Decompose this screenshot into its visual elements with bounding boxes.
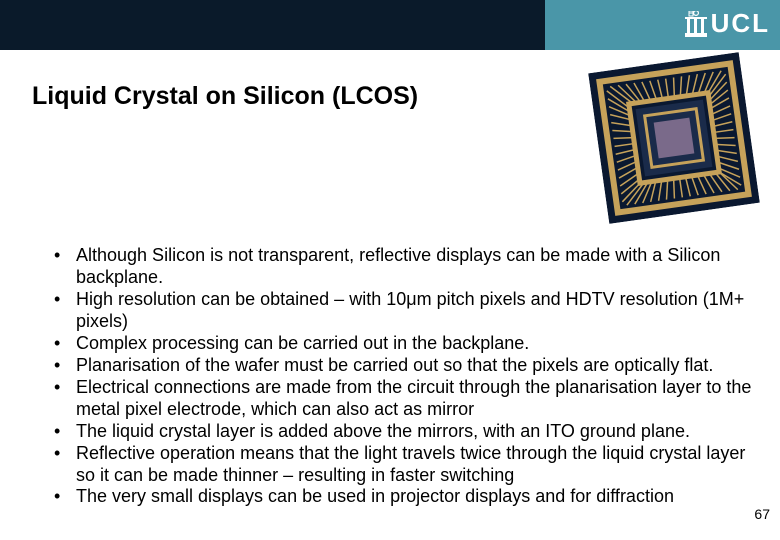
header-bar: UCL bbox=[0, 0, 780, 50]
header-dark-segment bbox=[0, 0, 545, 50]
lcos-chip-image bbox=[588, 52, 760, 224]
list-item: High resolution can be obtained – with 1… bbox=[50, 289, 762, 333]
page-number: 67 bbox=[754, 506, 770, 522]
list-item: Reflective operation means that the ligh… bbox=[50, 443, 762, 487]
list-item: The very small displays can be used in p… bbox=[50, 486, 762, 508]
logo-text: UCL bbox=[711, 8, 770, 39]
page-title: Liquid Crystal on Silicon (LCOS) bbox=[32, 82, 418, 111]
list-item: Although Silicon is not transparent, ref… bbox=[50, 245, 762, 289]
list-item: Electrical connections are made from the… bbox=[50, 377, 762, 421]
portico-icon bbox=[685, 11, 707, 37]
slide: UCL Liquid Crystal on Silicon (LCOS) Alt… bbox=[0, 0, 780, 540]
header-teal-segment: UCL bbox=[545, 0, 780, 50]
ucl-logo: UCL bbox=[685, 8, 770, 39]
list-item: The liquid crystal layer is added above … bbox=[50, 421, 762, 443]
list-item: Planarisation of the wafer must be carri… bbox=[50, 355, 762, 377]
list-item: Complex processing can be carried out in… bbox=[50, 333, 762, 355]
bullet-list: Although Silicon is not transparent, ref… bbox=[50, 245, 762, 508]
bullet-ul: Although Silicon is not transparent, ref… bbox=[50, 245, 762, 508]
